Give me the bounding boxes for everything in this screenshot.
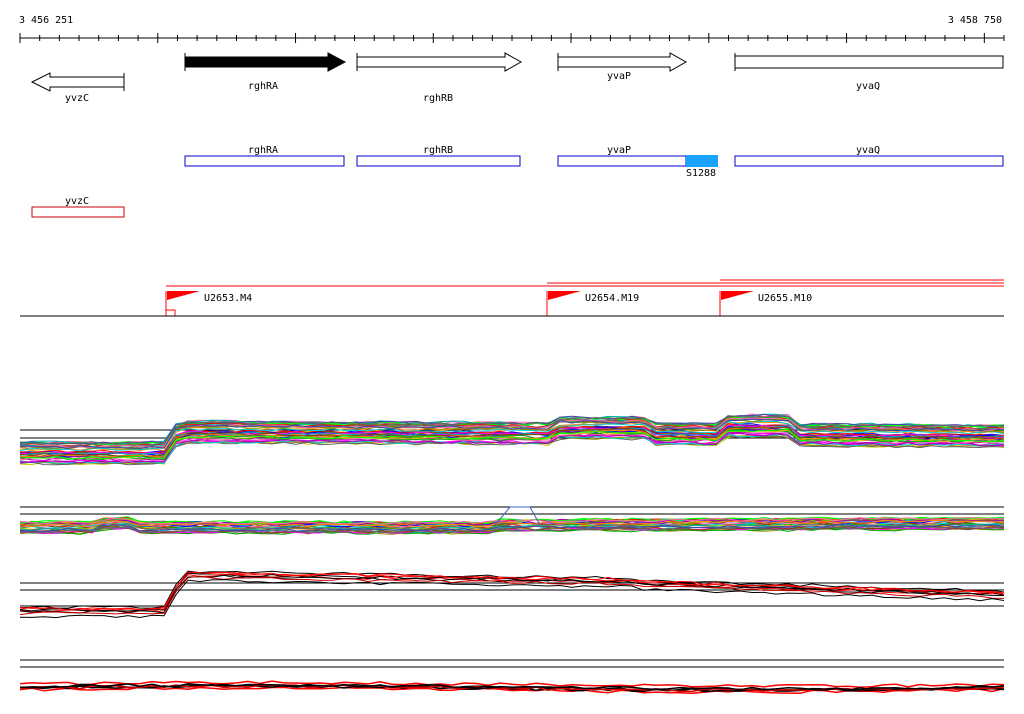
blue-segment-track[interactable]: rghRA rghRB yvaP S1288 yvaQ xyxy=(184,145,1004,179)
gene-arrow-rghRA[interactable] xyxy=(184,52,347,72)
profile-line xyxy=(19,413,1005,445)
expression-profiles-track-4 xyxy=(19,659,1005,695)
segment-label-yvaQ: yvaQ xyxy=(856,145,880,156)
segment-rghRA[interactable] xyxy=(184,155,345,167)
segment-label-rghRA: rghRA xyxy=(248,145,278,156)
segment-label-rghRB: rghRB xyxy=(423,145,453,156)
red-segment-track[interactable]: yvzC xyxy=(31,196,125,218)
segment-label-yvaP: yvaP xyxy=(607,145,631,156)
gene-label-yvzC: yvzC xyxy=(65,93,89,104)
tu-label-U2654.M19: U2654.M19 xyxy=(585,293,639,304)
gene-arrow-yvaQ[interactable] xyxy=(734,55,1004,69)
ruler-ticks xyxy=(19,33,1005,43)
profile-line xyxy=(19,420,1005,452)
profile-line xyxy=(19,573,1005,614)
tu-label-U2655.M10: U2655.M10 xyxy=(758,293,812,304)
profile-line xyxy=(19,579,1005,619)
profile-line xyxy=(19,686,1005,695)
tu-small-box xyxy=(165,309,176,317)
segment-yvzC[interactable] xyxy=(31,206,125,218)
profile-line xyxy=(19,571,1005,611)
gene-label-yvaP: yvaP xyxy=(607,71,631,82)
profile-line xyxy=(19,574,1005,614)
profile-line xyxy=(19,426,1005,457)
feature-marker-S1288[interactable] xyxy=(686,155,718,167)
profile-line xyxy=(494,506,541,526)
coordinate-ruler: 3 456 251 3 458 750 xyxy=(19,15,1005,43)
profile-line xyxy=(19,415,1005,446)
segment-yvaP[interactable] xyxy=(557,155,687,167)
profile-line xyxy=(19,418,1005,449)
ruler-end-label: 3 458 750 xyxy=(948,15,1002,26)
profile-line xyxy=(19,680,1005,689)
profile-line xyxy=(19,432,1005,464)
profile-line xyxy=(19,428,1005,460)
expression-profiles-track-3 xyxy=(19,570,1005,619)
profile-line xyxy=(19,424,1005,455)
profile-line xyxy=(19,435,1005,466)
profile-line xyxy=(20,524,1005,532)
feature-marker-label: S1288 xyxy=(686,168,716,179)
profile-line xyxy=(19,517,1005,525)
profile-line xyxy=(19,525,1005,534)
gene-track[interactable]: yvzC rghRA rghRB yvaP yvaQ xyxy=(30,52,1004,104)
gene-label-yvaQ: yvaQ xyxy=(856,81,880,92)
gene-arrow-yvaP[interactable] xyxy=(557,52,688,72)
segment-rghRB[interactable] xyxy=(356,155,521,167)
tu-flag-U2653.M4[interactable] xyxy=(167,291,200,300)
segment-label-yvzC: yvzC xyxy=(65,196,89,207)
gene-arrow-yvzC[interactable] xyxy=(30,72,125,92)
transcription-unit-track[interactable]: U2653.M4 U2654.M19 U2655.M10 xyxy=(20,279,1004,317)
gene-label-rghRB: rghRB xyxy=(423,93,453,104)
gene-label-rghRA: rghRA xyxy=(248,81,278,92)
gene-arrow-rghRB[interactable] xyxy=(356,52,523,72)
profile-line xyxy=(19,516,1005,525)
profile-line xyxy=(19,682,1005,691)
tu-flag-U2654.M19[interactable] xyxy=(548,291,581,300)
profile-line xyxy=(19,575,1005,616)
tu-label-U2653.M4: U2653.M4 xyxy=(204,293,252,304)
expression-profiles-track-1 xyxy=(19,413,1005,466)
tu-flag-U2655.M10[interactable] xyxy=(721,291,754,300)
segment-yvaQ[interactable] xyxy=(734,155,1004,167)
ruler-start-label: 3 456 251 xyxy=(19,15,73,26)
expression-profiles-track-2 xyxy=(19,506,1005,535)
